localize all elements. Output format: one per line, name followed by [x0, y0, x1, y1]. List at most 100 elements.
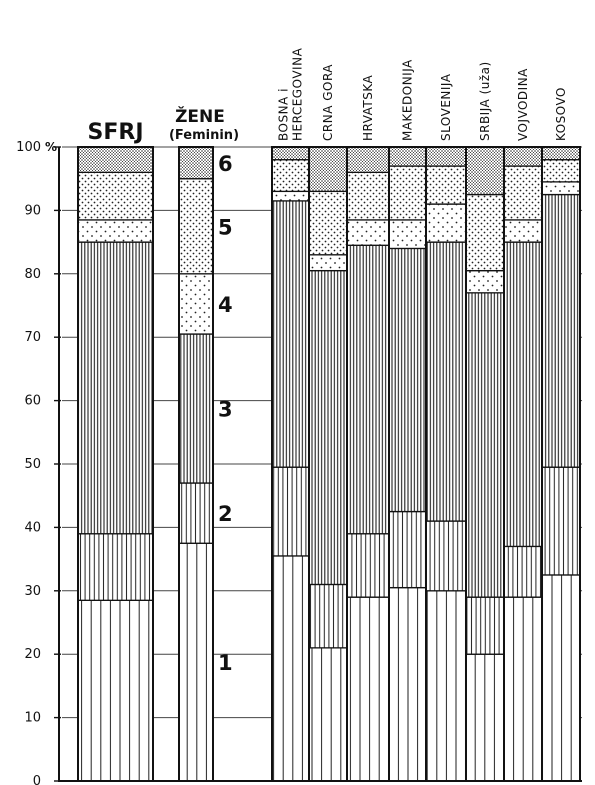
bar-label-0: SFRJ [88, 120, 144, 145]
bar-9-segment-1 [541, 574, 581, 782]
bar-label-6-line-0: SLOVENIJA [439, 73, 453, 141]
bar-7-segment-3 [465, 292, 505, 598]
y-tick-label-90: 90 [24, 203, 41, 218]
bar-6-segment-4 [425, 203, 467, 243]
bar-2-segment-4 [271, 190, 310, 202]
bar-0-outline [77, 146, 154, 782]
bar-5-segment-3 [388, 247, 427, 513]
bar-3-segment-2 [308, 583, 348, 649]
bar-label-3-line-0: CRNA GORA [321, 64, 335, 141]
bar-4-segment-4 [346, 219, 390, 246]
bar-7-segment-2 [465, 596, 505, 655]
y-tick-label-40: 40 [24, 520, 41, 535]
bar-6-segment-1 [425, 590, 467, 782]
bar-1-segment-5 [178, 178, 214, 275]
y-tick-label-20: 20 [24, 647, 41, 662]
y-axis: 0 10 20 30 40 50 60 70 80 90 100% [16, 140, 582, 785]
bar-8-segment-2 [503, 545, 543, 598]
bar-4-segment-3 [346, 244, 390, 535]
bar-8-segment-4 [503, 219, 543, 243]
bar-6 [425, 146, 467, 782]
bar-0-segment-3 [77, 241, 154, 535]
bar-label-2-line-0: BOSNA i [277, 88, 291, 141]
bar-5-segment-2 [388, 510, 427, 589]
bar-3-segment-1 [308, 647, 348, 782]
bar-2-segment-5 [271, 159, 310, 193]
bar-3-segment-5 [308, 190, 348, 256]
segment-label-1: 1 [218, 651, 233, 675]
y-tick-label-0: 0 [33, 774, 41, 785]
bar-5-segment-4 [388, 219, 427, 250]
bar-4-segment-5 [346, 171, 390, 221]
bar-0-segment-6 [77, 146, 154, 174]
bar-label-9-line-0: KOSOVO [554, 87, 568, 141]
bar-4-segment-1 [346, 596, 390, 782]
bar-4-segment-2 [346, 533, 390, 598]
bar-6-segment-5 [425, 165, 467, 205]
bar-label-1-line-0: ŽENE [175, 105, 225, 127]
bar-label-4-line-0: HRVATSKA [361, 74, 375, 141]
bar-0-segment-4 [77, 219, 154, 243]
bar-9-segment-3 [541, 193, 581, 468]
bar-3-segment-6 [308, 146, 348, 193]
y-tick-label-60: 60 [24, 394, 41, 409]
bar-5-segment-1 [388, 586, 427, 782]
segment-label-2: 2 [218, 502, 233, 526]
bar-4 [346, 146, 390, 782]
bar-2-segment-1 [271, 555, 310, 782]
bar-6-segment-6 [425, 146, 467, 167]
y-tick-label-30: 30 [24, 584, 41, 599]
bar-label-5-line-0: MAKEDONIJA [401, 59, 415, 141]
bar-0 [77, 146, 154, 782]
bar-5-segment-6 [388, 146, 427, 167]
bar-6-segment-2 [425, 520, 467, 592]
bars [77, 146, 581, 782]
bar-8-segment-1 [503, 596, 543, 782]
bar-0-segment-2 [77, 533, 154, 601]
bar-1-segment-3 [178, 333, 214, 484]
bar-8-segment-5 [503, 165, 543, 221]
bar-6-segment-3 [425, 241, 467, 522]
y-tick-label-70: 70 [24, 330, 41, 345]
segment-label-3: 3 [218, 398, 233, 422]
bar-9-segment-4 [541, 181, 581, 196]
segment-label-6: 6 [218, 152, 233, 176]
bar-9-segment-2 [541, 466, 581, 576]
bar-9-outline [541, 146, 581, 782]
bar-2-segment-6 [271, 146, 310, 161]
bar-8-segment-3 [503, 241, 543, 548]
y-tick-label-100: 100 [16, 140, 41, 155]
bar-3-segment-3 [308, 269, 348, 586]
segment-label-4: 4 [218, 293, 233, 317]
bar-7-segment-1 [465, 653, 505, 782]
bar-2-segment-2 [271, 466, 310, 557]
bar-label-7-line-0: SRBIJA (uža) [478, 61, 492, 141]
y-tick-label-80: 80 [24, 267, 41, 282]
bar-1-segment-1 [178, 542, 214, 782]
bar-1 [178, 146, 214, 782]
bar-1-segment-2 [178, 482, 214, 544]
bar-0-segment-5 [77, 171, 154, 221]
bar-1-segment-4 [178, 273, 214, 335]
bar-label-2-line-1: HERCEGOVINA [291, 47, 305, 141]
bar-0-segment-1 [77, 599, 154, 782]
y-tick-label-50: 50 [24, 457, 41, 472]
bar-8-segment-6 [503, 146, 543, 167]
bar-9-segment-5 [541, 159, 581, 183]
labels: SFRJ ŽENE(Feminin) BOSNA i HERCEGOVINA CRNA … [88, 47, 569, 675]
y-unit-label: % [45, 140, 57, 154]
bar-7 [465, 146, 505, 782]
bar-1-outline [178, 146, 214, 782]
bar-label-1-line-1: (Feminin) [169, 128, 239, 143]
bar-8 [503, 146, 543, 782]
bar-7-segment-6 [465, 146, 505, 196]
bar-2-segment-3 [271, 200, 310, 468]
bar-label-8-line-0: VOJVODINA [516, 68, 530, 141]
segment-label-5: 5 [218, 215, 233, 239]
bar-5 [388, 146, 427, 782]
y-tick-label-10: 10 [24, 711, 41, 726]
bar-4-segment-6 [346, 146, 390, 174]
bar-3 [308, 146, 348, 782]
bar-5-segment-5 [388, 165, 427, 221]
